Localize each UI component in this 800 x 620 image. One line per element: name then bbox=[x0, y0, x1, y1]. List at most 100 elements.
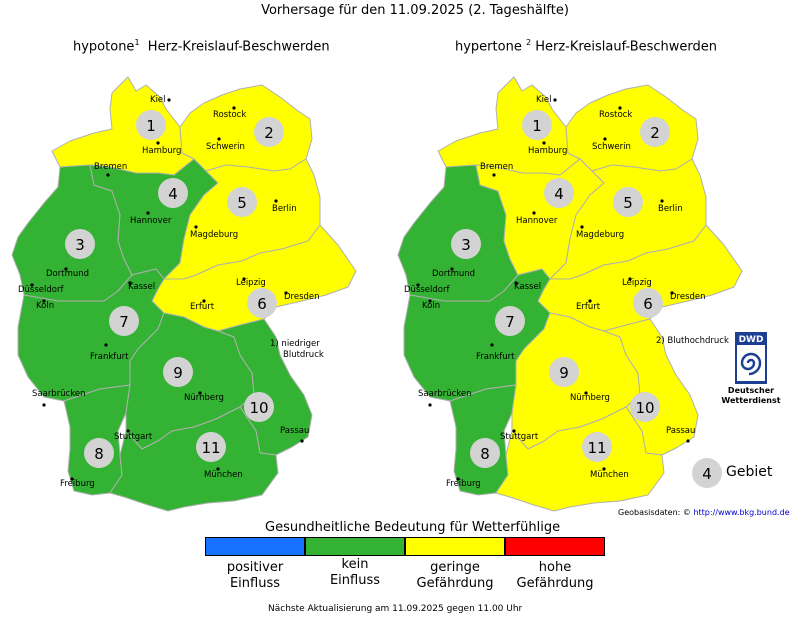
dwd-caption: Deutscher Wetterdienst bbox=[713, 386, 789, 406]
region-badge-1: 1 bbox=[136, 110, 166, 140]
region-badge-2: 2 bbox=[254, 117, 284, 147]
city-label: Dortmund bbox=[46, 269, 89, 279]
legend-title: Gesundheitliche Bedeutung für Wetterfühl… bbox=[265, 520, 561, 535]
germany-map-hypotone: Kiel Rostock Hamburg Schwerin Bremen Hannover… bbox=[11, 76, 357, 512]
city-marker bbox=[492, 173, 496, 177]
city-marker bbox=[542, 141, 546, 145]
region-badge-2: 2 bbox=[640, 117, 670, 147]
geodata-link[interactable]: http://www.bkg.bund.de bbox=[693, 508, 790, 517]
city-label: München bbox=[204, 470, 243, 480]
region-1 bbox=[437, 76, 581, 176]
city-label: Magdeburg bbox=[576, 230, 624, 240]
svg-text:8: 8 bbox=[94, 445, 104, 463]
region-2 bbox=[565, 84, 699, 172]
city-marker bbox=[428, 299, 432, 303]
legend-label-line: Gefährdung bbox=[416, 576, 494, 591]
legend-label-none: kein Einfluss bbox=[305, 557, 405, 589]
svg-text:5: 5 bbox=[623, 194, 633, 212]
city-marker bbox=[588, 299, 592, 303]
city-marker bbox=[217, 137, 221, 141]
city-marker bbox=[553, 98, 557, 102]
svg-text:5: 5 bbox=[237, 194, 247, 212]
city-label: Hannover bbox=[130, 216, 172, 226]
city-label: Erfurt bbox=[576, 302, 601, 312]
footnote-hypotone: 1) niedriger Blutdruck bbox=[270, 339, 324, 361]
region-badge-9: 9 bbox=[163, 357, 193, 387]
city-label: Magdeburg bbox=[190, 230, 238, 240]
footnote-marker: 2 bbox=[525, 38, 532, 47]
city-marker bbox=[146, 211, 150, 215]
map-title-prefix: hypotone bbox=[73, 39, 135, 55]
city-label: Freiburg bbox=[446, 479, 481, 489]
region-badge-11: 11 bbox=[582, 432, 612, 462]
region-badge-10: 10 bbox=[244, 392, 274, 422]
legend-label-line: geringe bbox=[430, 560, 480, 575]
city-marker bbox=[167, 98, 171, 102]
city-marker bbox=[618, 106, 622, 110]
city-label: Passau bbox=[666, 426, 695, 436]
city-label: Schwerin bbox=[592, 142, 631, 152]
city-label: Erfurt bbox=[190, 302, 215, 312]
svg-text:10: 10 bbox=[635, 399, 654, 417]
city-label: Schwerin bbox=[206, 142, 245, 152]
region-key-badge: 4 bbox=[692, 458, 722, 488]
city-marker bbox=[64, 267, 68, 271]
city-marker bbox=[274, 199, 278, 203]
map-title-suffix: Herz-Kreislauf-Beschwerden bbox=[147, 39, 330, 55]
page-title: Vorhersage für den 11.09.2025 (2. Tagesh… bbox=[261, 3, 569, 18]
city-marker bbox=[490, 343, 494, 347]
legend-swatch-positive bbox=[205, 537, 305, 556]
city-marker bbox=[216, 467, 220, 471]
region-badge-9: 9 bbox=[549, 357, 579, 387]
region-badge-7: 7 bbox=[109, 306, 139, 336]
svg-text:6: 6 bbox=[643, 295, 653, 313]
legend-label-line: Gefährdung bbox=[516, 576, 594, 591]
region-badge-8: 8 bbox=[84, 438, 114, 468]
city-label: Köln bbox=[422, 301, 440, 311]
region-1 bbox=[51, 76, 195, 176]
svg-text:9: 9 bbox=[559, 364, 569, 382]
city-marker bbox=[532, 211, 536, 215]
region-badge-7: 7 bbox=[495, 306, 525, 336]
city-marker bbox=[128, 281, 132, 285]
legend-swatch-none bbox=[305, 537, 405, 556]
svg-text:4: 4 bbox=[554, 185, 564, 203]
city-label: Leipzig bbox=[622, 278, 652, 288]
map-title-suffix: Herz-Kreislauf-Beschwerden bbox=[535, 39, 718, 55]
footnote-line: Blutdruck bbox=[283, 350, 324, 360]
logo-caption-line: Wetterdienst bbox=[721, 396, 781, 405]
region-11 bbox=[495, 406, 665, 512]
city-label: Hannover bbox=[516, 216, 558, 226]
city-label: Dortmund bbox=[432, 269, 475, 279]
city-label: Berlin bbox=[272, 204, 297, 214]
svg-text:7: 7 bbox=[505, 313, 515, 331]
city-marker bbox=[628, 277, 632, 281]
legend-label-high: hohe Gefährdung bbox=[505, 560, 605, 592]
city-label: Frankfurt bbox=[476, 352, 515, 362]
svg-text:8: 8 bbox=[480, 445, 490, 463]
city-marker bbox=[456, 477, 460, 481]
region-badge-5: 5 bbox=[227, 187, 257, 217]
city-label: Saarbrücken bbox=[418, 389, 472, 399]
legend-label-line: hohe bbox=[538, 560, 572, 575]
city-label: Hamburg bbox=[528, 146, 567, 156]
city-label: Rostock bbox=[599, 110, 632, 120]
city-marker bbox=[300, 439, 304, 443]
svg-text:1: 1 bbox=[532, 117, 542, 135]
map-title-prefix: hypertone bbox=[455, 39, 522, 55]
legend-swatch-low bbox=[405, 537, 505, 556]
svg-text:9: 9 bbox=[173, 364, 183, 382]
city-marker bbox=[106, 173, 110, 177]
city-label: Berlin bbox=[658, 204, 683, 214]
city-label: Kassel bbox=[514, 282, 541, 292]
city-marker bbox=[514, 281, 518, 285]
city-marker bbox=[416, 283, 420, 287]
city-label: Kiel bbox=[536, 95, 552, 105]
city-marker bbox=[126, 429, 130, 433]
dwd-logo-icon[interactable]: DWD bbox=[735, 332, 767, 384]
city-marker bbox=[42, 299, 46, 303]
city-label: Freiburg bbox=[60, 479, 95, 489]
germany-map-hypertone: Kiel Rostock Hamburg Schwerin Bremen Hannover… bbox=[397, 76, 743, 512]
city-marker bbox=[194, 225, 198, 229]
